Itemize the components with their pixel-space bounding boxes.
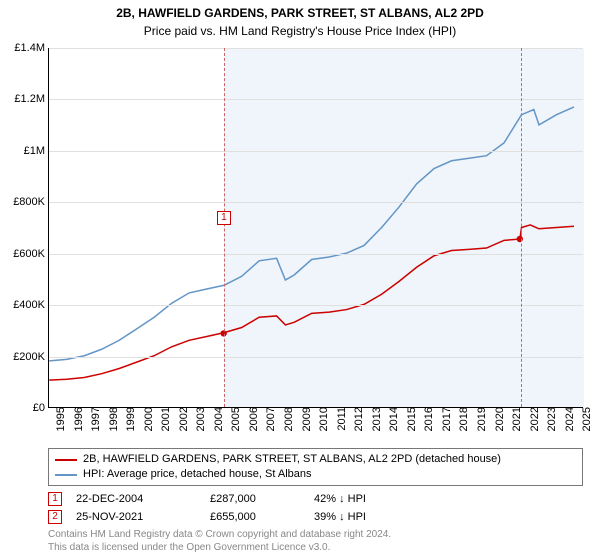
marker-legend-row: 2 25-NOV-2021 £655,000 39% ↓ HPI xyxy=(48,508,583,526)
plot-svg xyxy=(49,48,583,407)
x-tick-label: 2012 xyxy=(351,407,365,447)
x-tick-label: 2001 xyxy=(158,407,172,447)
legend-label: HPI: Average price, detached house, St A… xyxy=(83,467,312,482)
footer-line: Contains HM Land Registry data © Crown c… xyxy=(48,529,583,542)
x-tick-label: 2022 xyxy=(527,407,541,447)
y-tick-label: £200K xyxy=(13,351,49,363)
gridline-h xyxy=(49,99,583,100)
legend-box: 2B, HAWFIELD GARDENS, PARK STREET, ST AL… xyxy=(48,448,583,486)
plot-area: £0£200K£400K£600K£800K£1M£1.2M£1.4M19951… xyxy=(48,48,583,408)
y-tick-label: £600K xyxy=(13,248,49,260)
gridline-h xyxy=(49,254,583,255)
gridline-h xyxy=(49,357,583,358)
x-tick-label: 2002 xyxy=(176,407,190,447)
marker-vline xyxy=(521,48,522,407)
gridline-h xyxy=(49,202,583,203)
gridline-h xyxy=(49,305,583,306)
x-tick-label: 2006 xyxy=(246,407,260,447)
y-tick-label: £1.2M xyxy=(14,93,49,105)
marker-dot xyxy=(517,236,523,242)
gridline-h xyxy=(49,48,583,49)
x-tick-label: 2008 xyxy=(281,407,295,447)
footer-line: This data is licensed under the Open Gov… xyxy=(48,542,583,555)
marker-number-icon: 1 xyxy=(217,211,231,225)
x-tick-label: 2010 xyxy=(316,407,330,447)
x-tick-label: 2005 xyxy=(228,407,242,447)
gridline-h xyxy=(49,151,583,152)
chart-container: 2B, HAWFIELD GARDENS, PARK STREET, ST AL… xyxy=(0,0,600,560)
x-tick-label: 2023 xyxy=(544,407,558,447)
y-tick-label: £0 xyxy=(33,402,49,414)
x-tick-label: 2024 xyxy=(562,407,576,447)
legend-label: 2B, HAWFIELD GARDENS, PARK STREET, ST AL… xyxy=(83,452,501,467)
y-tick-label: £800K xyxy=(13,196,49,208)
x-tick-label: 2014 xyxy=(386,407,400,447)
legend-swatch xyxy=(55,459,77,461)
x-tick-label: 2019 xyxy=(474,407,488,447)
marker-date: 25-NOV-2021 xyxy=(76,511,196,523)
marker-legend: 1 22-DEC-2004 £287,000 42% ↓ HPI 2 25-NO… xyxy=(48,490,583,526)
x-tick-label: 2007 xyxy=(263,407,277,447)
y-tick-label: £1.4M xyxy=(14,42,49,54)
x-tick-label: 2015 xyxy=(404,407,418,447)
x-tick-label: 2025 xyxy=(579,407,593,447)
x-tick-label: 2009 xyxy=(299,407,313,447)
x-tick-label: 2021 xyxy=(509,407,523,447)
chart-subtitle: Price paid vs. HM Land Registry's House … xyxy=(0,22,600,40)
series-hpi xyxy=(49,107,574,361)
legend-swatch xyxy=(55,474,77,476)
marker-legend-row: 1 22-DEC-2004 £287,000 42% ↓ HPI xyxy=(48,490,583,508)
y-tick-label: £400K xyxy=(13,299,49,311)
legend-item: 2B, HAWFIELD GARDENS, PARK STREET, ST AL… xyxy=(55,452,576,467)
legend-item: HPI: Average price, detached house, St A… xyxy=(55,467,576,482)
marker-price: £287,000 xyxy=(210,493,300,505)
x-tick-label: 2004 xyxy=(211,407,225,447)
x-tick-label: 1996 xyxy=(71,407,85,447)
y-tick-label: £1M xyxy=(24,145,49,157)
marker-pct: 42% ↓ HPI xyxy=(314,493,434,505)
marker-vline xyxy=(224,48,225,407)
x-tick-label: 1997 xyxy=(88,407,102,447)
x-tick-label: 2017 xyxy=(439,407,453,447)
marker-price: £655,000 xyxy=(210,511,300,523)
x-tick-label: 2011 xyxy=(334,407,348,447)
chart-title: 2B, HAWFIELD GARDENS, PARK STREET, ST AL… xyxy=(0,0,600,22)
x-tick-label: 1995 xyxy=(53,407,67,447)
x-tick-label: 2013 xyxy=(369,407,383,447)
x-tick-label: 2016 xyxy=(421,407,435,447)
marker-pct: 39% ↓ HPI xyxy=(314,511,434,523)
marker-number-icon: 1 xyxy=(48,492,62,506)
footer-attribution: Contains HM Land Registry data © Crown c… xyxy=(48,529,583,554)
x-tick-label: 2020 xyxy=(492,407,506,447)
x-tick-label: 2003 xyxy=(193,407,207,447)
x-tick-label: 1999 xyxy=(123,407,137,447)
x-tick-label: 1998 xyxy=(106,407,120,447)
marker-number-icon: 2 xyxy=(48,510,62,524)
x-tick-label: 2018 xyxy=(456,407,470,447)
x-tick-label: 2000 xyxy=(141,407,155,447)
marker-date: 22-DEC-2004 xyxy=(76,493,196,505)
